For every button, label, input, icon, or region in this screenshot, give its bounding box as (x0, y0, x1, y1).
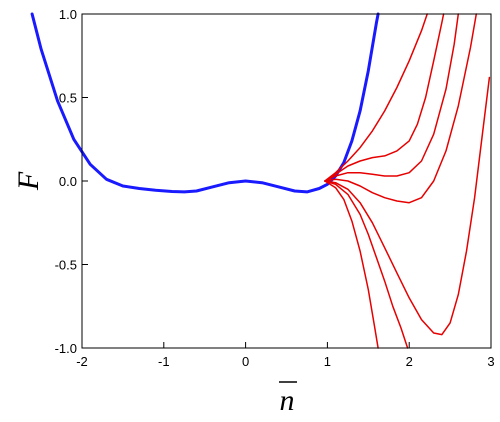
y-axis-label: F (12, 171, 45, 191)
x-tick-label: 2 (406, 354, 413, 369)
series-line-5 (324, 13, 478, 204)
plot-lines (30, 12, 491, 349)
x-axis-label: n (280, 384, 295, 417)
series-line-2 (324, 13, 428, 182)
y-tick-label: 0.5 (59, 91, 77, 106)
y-tick-label: -0.5 (55, 258, 77, 273)
y-axis-ticks: 1.0 0.5 0.0 -0.5 -1.0 (55, 7, 88, 356)
x-tick-label: 3 (487, 354, 494, 369)
series-line-1 (30, 12, 380, 194)
plot-frame (81, 13, 492, 349)
x-tick-label: -2 (76, 354, 88, 369)
x-tick-label: -1 (158, 354, 170, 369)
x-tick-label: 1 (324, 354, 331, 369)
series-line-6 (324, 76, 491, 336)
x-axis-ticks: -2 -1 0 1 2 3 (76, 342, 495, 369)
x-tick-label: 0 (242, 354, 249, 369)
series-line-8 (324, 180, 379, 349)
y-tick-label: 0.0 (59, 174, 77, 189)
series-line-3 (324, 13, 445, 182)
y-tick-label: 1.0 (59, 7, 77, 22)
y-tick-label: -1.0 (55, 341, 77, 356)
series-line-4 (324, 13, 460, 182)
series-line-7 (324, 180, 409, 349)
